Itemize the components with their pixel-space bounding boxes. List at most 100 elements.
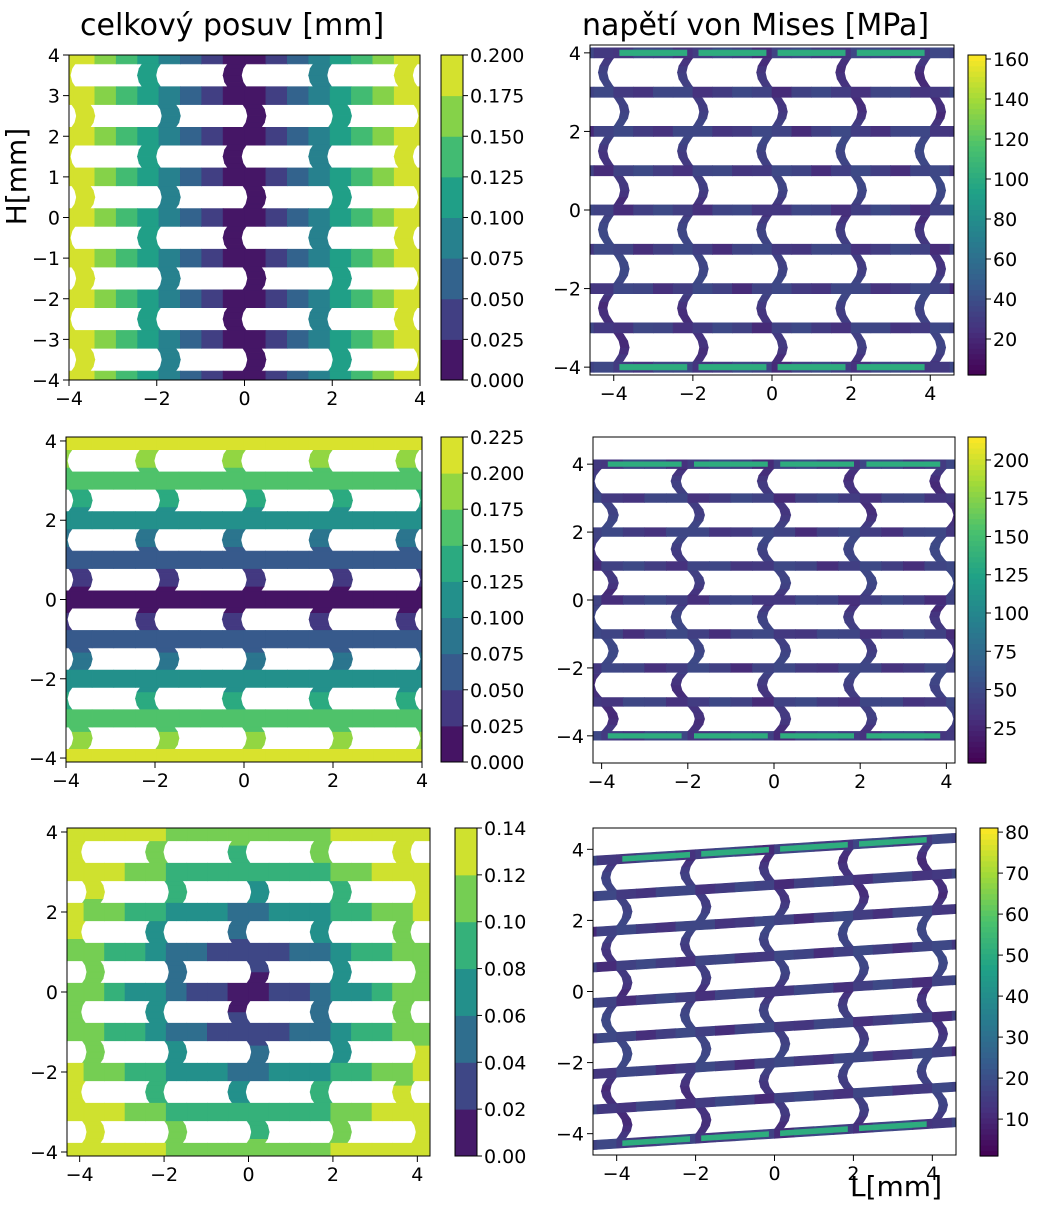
colorbar-tick-label: 0.075: [470, 248, 524, 270]
rib-segment: [200, 669, 223, 688]
rib-segment: [113, 511, 136, 530]
rib-segment: [601, 663, 624, 673]
rib-segment: [830, 204, 852, 216]
rib-segment: [289, 1022, 311, 1042]
rib-segment: [124, 1102, 146, 1122]
wall-segment: [930, 690, 946, 697]
wall-segment: [678, 59, 693, 67]
colorbar-band: [968, 151, 986, 157]
rib-segment: [652, 86, 674, 98]
wall-segment: [67, 1004, 83, 1013]
rib-segment: [268, 1022, 291, 1042]
rib-segment: [308, 330, 331, 349]
rib-segment: [393, 86, 416, 105]
rib-segment: [351, 289, 374, 309]
rib-segment: [186, 862, 208, 882]
rib-segment: [590, 243, 595, 255]
rib-segment: [622, 663, 646, 673]
rib-segment: [951, 1117, 956, 1128]
rib-segment: [415, 167, 420, 187]
wall-segment: [137, 68, 158, 76]
rib-segment: [113, 709, 136, 728]
wall-segment: [756, 65, 768, 73]
colorbar-band: [968, 348, 986, 355]
wall-segment: [74, 352, 96, 361]
cap-segment: [858, 836, 927, 847]
wall-segment: [756, 150, 768, 158]
wall-segment: [779, 1114, 791, 1122]
wall-segment: [837, 927, 849, 935]
rib-segment: [104, 982, 126, 1002]
rib-segment: [0, 670, 5, 688]
rib-segment: [113, 471, 136, 490]
rib-segment: [754, 915, 775, 927]
wall-segment: [844, 469, 860, 476]
colorbar-tick-label: 0.00: [484, 1146, 526, 1168]
y-tick-label: 2: [46, 902, 58, 924]
rib-segment: [393, 330, 416, 349]
rib-segment: [124, 1022, 146, 1042]
rib-segment: [243, 709, 267, 728]
rib-segment: [675, 955, 696, 968]
wall-segment: [71, 658, 93, 666]
colorbar-band: [968, 616, 986, 623]
rib-segment: [695, 883, 716, 895]
wall-segment: [775, 907, 789, 915]
rib-segment: [695, 1096, 716, 1109]
wall-segment: [137, 156, 158, 164]
rib-segment: [372, 248, 395, 268]
rib-segment: [265, 127, 288, 146]
colorbar-band: [968, 458, 986, 465]
rib-segment: [535, 48, 555, 58]
rib-segment: [73, 248, 96, 268]
wall-segment: [844, 486, 860, 493]
x-axis-label: L[mm]: [850, 1170, 942, 1203]
wall-segment: [160, 108, 181, 117]
wall-segment: [835, 144, 847, 152]
rib-segment: [227, 942, 249, 962]
rib-segment: [227, 862, 249, 882]
rib-segment: [104, 862, 126, 882]
rib-segment: [816, 493, 839, 503]
colorbar-tick-label: 0.050: [470, 680, 524, 702]
rib-segment: [222, 669, 245, 688]
wall-segment: [836, 59, 851, 67]
wall-segment: [602, 1007, 617, 1015]
rib-segment: [946, 561, 955, 571]
cap-segment: [780, 733, 855, 739]
rib-segment: [537, 528, 559, 537]
rib-segment: [712, 283, 733, 295]
colorbar-band: [441, 55, 463, 97]
rib-segment: [795, 561, 818, 571]
wall-segment: [915, 137, 930, 145]
rib-segment: [616, 888, 637, 900]
wall-segment: [947, 707, 955, 714]
wall-segment: [160, 352, 181, 361]
rib-segment: [372, 208, 395, 227]
rib-segment: [912, 869, 933, 882]
rib-segment: [392, 828, 414, 842]
rib-segment: [732, 322, 753, 334]
rib-segment: [352, 709, 375, 728]
wall-segment: [916, 993, 928, 1001]
wall-segment: [245, 359, 267, 367]
rib-segment: [329, 289, 352, 309]
rib-segment: [289, 1102, 311, 1122]
rib-segment: [137, 55, 160, 65]
colorbar-band: [968, 103, 986, 109]
wall-segment: [914, 144, 926, 152]
rib-segment: [475, 983, 496, 1001]
rib-segment: [593, 322, 615, 334]
rib-segment: [286, 167, 310, 187]
wall-segment: [772, 275, 787, 283]
rib-segment: [523, 249, 544, 267]
colorbar-tick-label: 0.175: [470, 86, 524, 108]
wall-segment: [865, 644, 878, 652]
wall-segment: [74, 278, 96, 286]
cap-segment: [777, 364, 846, 371]
wall-segment: [756, 222, 768, 230]
rib-segment: [714, 917, 736, 930]
rib-segment: [830, 165, 852, 177]
wall-segment: [697, 104, 709, 113]
wall-segment: [331, 271, 352, 279]
